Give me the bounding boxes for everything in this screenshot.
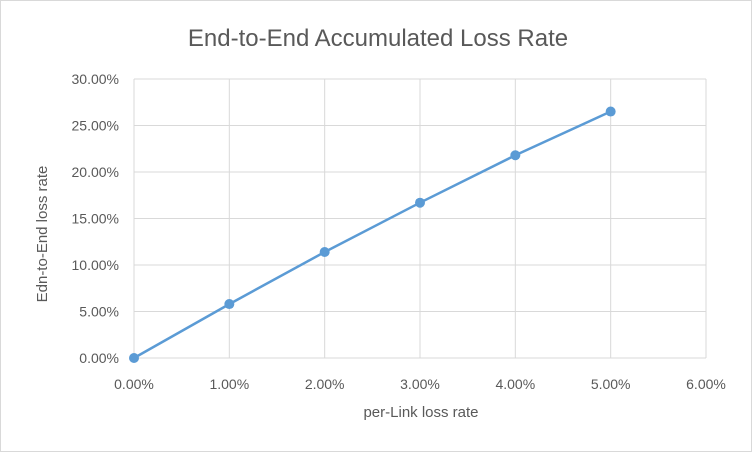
y-tick-label: 25.00% (72, 118, 119, 134)
data-point (415, 197, 425, 208)
series-line (133, 110, 612, 360)
y-tick-label: 30.00% (72, 71, 119, 87)
y-tick-label: 5.00% (79, 304, 119, 320)
x-tick-label: 5.00% (591, 376, 631, 392)
y-tick-label: 15.00% (72, 211, 119, 227)
y-axis-title: Edn-to-End loss rate (34, 166, 51, 303)
data-point (319, 246, 330, 257)
data-point (605, 106, 616, 117)
y-tick-label: 10.00% (72, 257, 119, 273)
x-axis-title: per-Link loss rate (363, 404, 478, 421)
tick-labels: 0.00% 5.00% 10.00% 15.00% 20.00% 25.00% 30.00%… (72, 71, 726, 392)
x-tick-label: 1.00% (209, 376, 249, 392)
y-tick-label: 0.00% (79, 350, 119, 366)
y-tick-label: 20.00% (72, 164, 119, 180)
x-tick-label: 0.00% (114, 376, 154, 392)
chart-title: End-to-End Accumulated Loss Rate (188, 25, 568, 52)
data-point (510, 150, 521, 161)
data-point (224, 299, 235, 310)
gridlines (133, 78, 707, 359)
x-tick-label: 6.00% (686, 376, 726, 392)
series-layer (129, 106, 616, 363)
x-tick-label: 4.00% (495, 376, 535, 392)
x-tick-label: 2.00% (305, 376, 345, 392)
x-tick-label: 3.00% (400, 376, 440, 392)
data-point (129, 353, 139, 363)
